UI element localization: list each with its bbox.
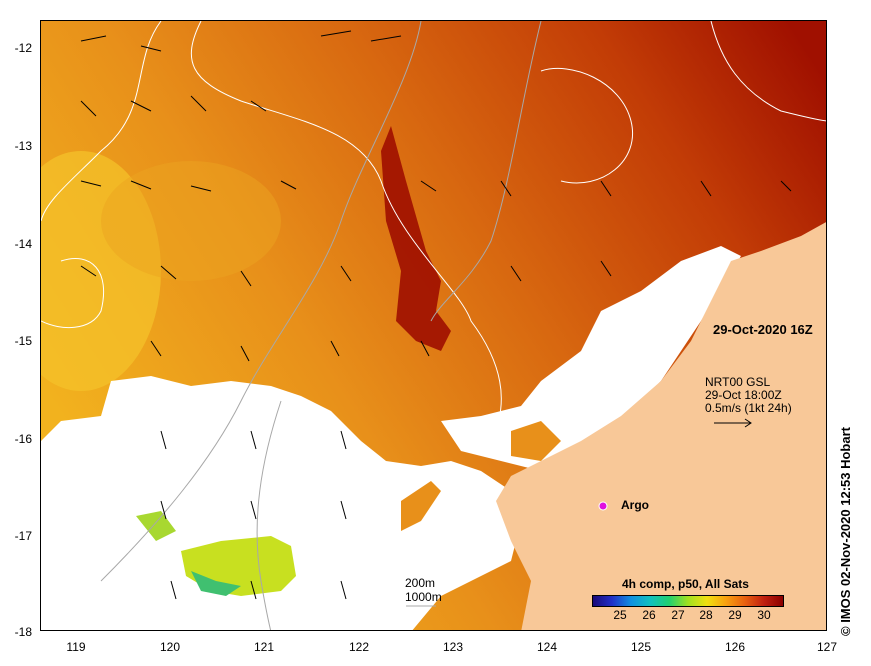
colorbar-title: 4h comp, p50, All Sats: [622, 577, 749, 591]
wind-arrow: [80, 35, 107, 42]
wind-arrow: [330, 340, 340, 357]
cloud-mask: [41, 376, 521, 630]
wind-arrow: [170, 580, 177, 600]
contour-line: [191, 21, 502, 442]
contour-legend: 200m 1000m: [405, 576, 442, 604]
sst-map-canvas: [41, 21, 826, 630]
sst-warm-filament: [381, 126, 451, 351]
wind-arrow: [280, 180, 297, 190]
wind-info: NRT00 GSL 29-Oct 18:00Z 0.5m/s (1kt 24h): [705, 376, 792, 415]
lon-tick-label: 120: [159, 640, 181, 654]
wind-arrow: [250, 500, 257, 520]
wind-arrow: [130, 100, 152, 112]
argo-marker: [598, 501, 608, 511]
wind-arrow: [140, 45, 162, 52]
lat-tick-label: -15: [14, 334, 32, 348]
colorbar-tick-label: 30: [757, 608, 771, 622]
wind-arrow: [250, 430, 257, 450]
wind-arrow: [160, 500, 167, 520]
lat-tick-label: -18: [14, 625, 32, 639]
wind-arrow: [250, 100, 267, 112]
lat-tick-label: -16: [14, 432, 32, 446]
argo-label: Argo: [621, 498, 649, 512]
wind-arrow: [160, 265, 177, 280]
wind-arrow: [500, 180, 512, 197]
cloud-mask: [441, 246, 741, 471]
colorbar-tick-label: 26: [642, 608, 656, 622]
wind-arrow: [240, 270, 252, 287]
wind-arrow: [190, 185, 212, 192]
wind-arrow: [80, 180, 102, 187]
contour-line: [710, 21, 826, 122]
lon-tick-label: 122: [348, 640, 370, 654]
contour-line: [540, 67, 633, 184]
sst-map[interactable]: [40, 20, 827, 631]
contour-line: [41, 257, 105, 329]
wind-arrow: [600, 180, 612, 197]
colorbar-tick-label: 27: [671, 608, 685, 622]
sst-coastal-patch: [401, 481, 441, 531]
wind-arrow: [320, 30, 352, 37]
wind-arrow: [250, 580, 257, 600]
lon-tick-label: 127: [816, 640, 838, 654]
wind-arrow-field: [80, 30, 792, 600]
wind-arrow: [780, 180, 792, 192]
wind-arrow: [160, 430, 167, 450]
wind-arrow: [340, 430, 347, 450]
wind-arrow: [150, 340, 162, 357]
wind-arrow: [510, 265, 522, 282]
contour-legend-1000m: 1000m: [405, 590, 442, 604]
wind-info-line: 0.5m/s (1kt 24h): [705, 401, 792, 415]
colorbar-tick-label: 25: [613, 608, 627, 622]
wind-arrow: [240, 345, 250, 362]
date-label: 29-Oct-2020 16Z: [713, 322, 813, 337]
wind-arrow: [80, 100, 97, 117]
sst-colorbar: [592, 595, 784, 607]
wind-info-line: NRT00 GSL: [705, 375, 771, 389]
lat-tick-label: -13: [14, 139, 32, 153]
wind-arrow: [370, 35, 402, 42]
land: [496, 222, 826, 630]
wind-arrow: [700, 180, 712, 197]
wind-arrow: [420, 180, 437, 192]
lat-tick-label: -14: [14, 237, 32, 251]
lon-tick-label: 124: [536, 640, 558, 654]
wind-arrow: [130, 180, 152, 190]
wind-arrow: [190, 95, 207, 112]
sst-cool-green-patch: [191, 571, 241, 596]
colorbar-tick-label: 28: [699, 608, 713, 622]
contour-line: [41, 21, 162, 222]
wind-arrow: [340, 580, 347, 600]
wind-arrow: [340, 265, 352, 282]
credit-text: © IMOS 02-Nov-2020 12:53 Hobart: [838, 427, 853, 636]
contour-line-1000m: [256, 400, 282, 630]
wind-arrow: [80, 265, 97, 277]
lon-tick-label: 121: [253, 640, 275, 654]
contour-legend-200m: 200m: [405, 576, 436, 590]
lon-tick-label: 126: [724, 640, 746, 654]
wind-info-line: 29-Oct 18:00Z: [705, 388, 782, 402]
lon-tick-label: 119: [66, 640, 86, 654]
wind-scale-arrow-head: [744, 418, 752, 428]
sst-cool-patch: [101, 161, 281, 281]
wind-arrow: [340, 500, 347, 520]
contour-line-1000m: [430, 21, 542, 322]
contour-line-1000m: [100, 21, 422, 582]
colorbar-tick-label: 29: [728, 608, 742, 622]
wind-arrow: [600, 260, 612, 277]
lon-tick-label: 123: [442, 640, 464, 654]
lat-tick-label: -17: [14, 529, 32, 543]
sst-coastal-patch: [511, 421, 561, 461]
lat-tick-label: -12: [14, 41, 32, 55]
wind-arrow: [420, 340, 430, 357]
lon-tick-label: 125: [630, 640, 652, 654]
